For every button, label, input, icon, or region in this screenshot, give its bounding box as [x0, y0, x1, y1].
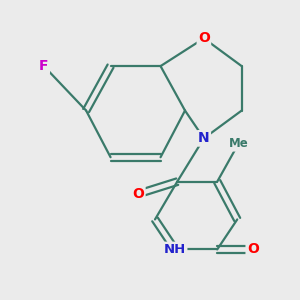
Text: NH: NH: [164, 243, 186, 256]
Text: O: O: [132, 187, 144, 201]
Text: F: F: [39, 59, 49, 73]
Text: O: O: [247, 242, 259, 256]
Text: N: N: [198, 131, 210, 145]
Text: O: O: [198, 31, 210, 45]
Text: Me: Me: [229, 137, 248, 150]
